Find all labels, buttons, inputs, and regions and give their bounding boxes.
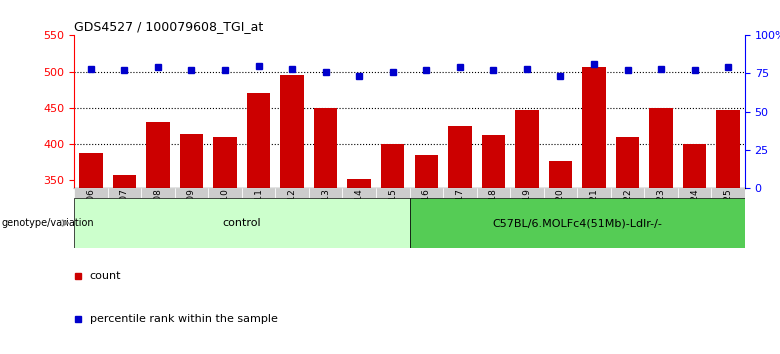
Text: GSM592116: GSM592116 <box>422 188 431 243</box>
Bar <box>381 144 405 188</box>
Text: percentile rank within the sample: percentile rank within the sample <box>90 314 278 324</box>
Bar <box>477 188 510 198</box>
Bar <box>141 188 175 198</box>
Bar <box>548 161 573 188</box>
Text: GSM592107: GSM592107 <box>120 188 129 243</box>
Text: GSM592124: GSM592124 <box>690 188 699 243</box>
Bar <box>644 188 678 198</box>
Bar <box>510 188 544 198</box>
Bar <box>112 175 136 188</box>
Text: GSM592119: GSM592119 <box>523 188 531 243</box>
Bar <box>611 188 644 198</box>
Text: genotype/variation: genotype/variation <box>2 218 94 228</box>
Bar <box>716 110 740 188</box>
Bar <box>242 188 275 198</box>
Text: GSM592113: GSM592113 <box>321 188 330 243</box>
Bar <box>711 188 745 198</box>
Bar <box>582 67 606 188</box>
Bar <box>280 75 304 188</box>
Text: GDS4527 / 100079608_TGI_at: GDS4527 / 100079608_TGI_at <box>74 20 264 33</box>
Text: GSM592117: GSM592117 <box>456 188 464 243</box>
Bar <box>175 188 208 198</box>
Bar <box>410 198 745 248</box>
Text: GSM592108: GSM592108 <box>154 188 162 243</box>
Bar <box>481 136 505 188</box>
Bar <box>443 188 477 198</box>
Bar <box>544 188 577 198</box>
Bar <box>410 188 443 198</box>
Bar <box>275 188 309 198</box>
Bar <box>314 108 338 188</box>
Text: GSM592118: GSM592118 <box>489 188 498 243</box>
Bar <box>649 108 673 188</box>
Bar <box>577 188 611 198</box>
Bar <box>515 110 539 188</box>
Bar <box>448 126 472 188</box>
Text: GSM592114: GSM592114 <box>355 188 363 243</box>
Bar <box>74 198 410 248</box>
Bar <box>108 188 141 198</box>
Bar <box>146 122 170 188</box>
Text: GSM592110: GSM592110 <box>221 188 229 243</box>
Bar <box>678 188 711 198</box>
Text: GSM592111: GSM592111 <box>254 188 263 243</box>
Bar <box>213 137 237 188</box>
Bar <box>347 179 371 188</box>
Text: GSM592106: GSM592106 <box>87 188 95 243</box>
Text: GSM592121: GSM592121 <box>590 188 598 243</box>
Bar <box>74 188 108 198</box>
Text: GSM592122: GSM592122 <box>623 188 632 243</box>
Bar <box>615 137 640 188</box>
Bar <box>246 93 271 188</box>
Bar <box>309 188 342 198</box>
Bar <box>79 153 103 188</box>
Text: GSM592125: GSM592125 <box>724 188 732 243</box>
Text: count: count <box>90 271 121 281</box>
Text: GSM592120: GSM592120 <box>556 188 565 243</box>
Text: GSM592109: GSM592109 <box>187 188 196 243</box>
Bar <box>376 188 410 198</box>
Text: GSM592115: GSM592115 <box>388 188 397 243</box>
Text: control: control <box>222 218 261 228</box>
Text: C57BL/6.MOLFc4(51Mb)-Ldlr-/-: C57BL/6.MOLFc4(51Mb)-Ldlr-/- <box>492 218 662 228</box>
Text: GSM592123: GSM592123 <box>657 188 665 243</box>
Bar <box>179 134 204 188</box>
Bar <box>208 188 242 198</box>
Text: GSM592112: GSM592112 <box>288 188 296 243</box>
Bar <box>682 144 707 188</box>
Bar <box>342 188 376 198</box>
Bar <box>414 155 438 188</box>
